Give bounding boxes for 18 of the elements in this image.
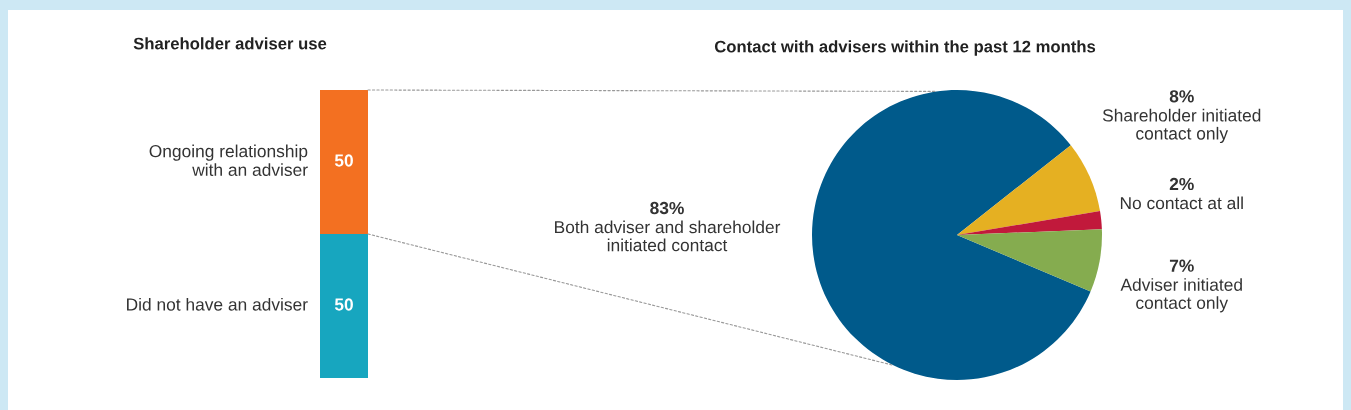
slice-label: Shareholder initiated contact only: [1102, 108, 1261, 144]
series-label: Ongoing relationship with an adviser: [149, 144, 308, 177]
pie-slice: [957, 211, 1102, 235]
data-label: 2%: [1169, 177, 1194, 191]
pie-slice: [957, 145, 1101, 235]
pie-slice: [812, 90, 1091, 380]
data-label: 7%: [1169, 259, 1194, 272]
slice-label: No contact at all: [1120, 196, 1243, 210]
slice-label: Both adviser and shareholder initiated contact: [555, 220, 781, 252]
data-label: 50: [334, 298, 353, 311]
series-label: Did not have an adviser: [127, 297, 308, 311]
slice-label: Adviser initiated contact only: [1120, 278, 1242, 313]
pie-slice: [957, 229, 1102, 292]
data-label: 50: [334, 154, 353, 167]
data-label: 83%: [650, 201, 684, 215]
data-label: 8%: [1169, 90, 1194, 103]
chart-title: Contact with advisers within the past 12 months: [714, 40, 1096, 56]
chart-title: Shareholder adviser use: [133, 37, 327, 50]
